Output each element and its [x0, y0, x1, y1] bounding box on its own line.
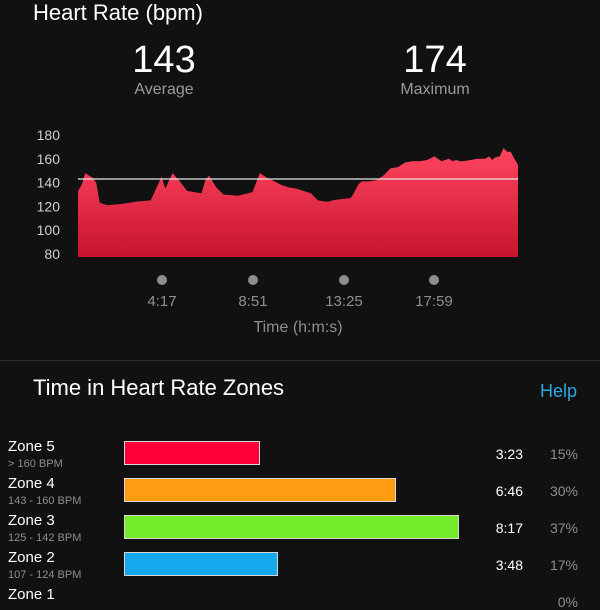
zone-percent: 17% — [549, 557, 578, 573]
zone-name: Zone 2 — [8, 549, 55, 566]
y-tick-label: 180 — [37, 127, 61, 143]
zone-bar — [124, 552, 278, 576]
x-tick-dot — [429, 275, 439, 285]
zone-percent: 37% — [549, 520, 578, 536]
heart-rate-chart: 180 160 140 120 100 80 4:17 8:51 13:25 17:59 Tim… — [37, 127, 518, 336]
zone-percent: 0% — [557, 594, 578, 610]
y-tick-label: 80 — [44, 246, 60, 262]
heart-rate-area — [78, 148, 518, 257]
zone-percent: 15% — [549, 446, 578, 462]
zones-title: Time in Heart Rate Zones — [33, 375, 285, 400]
x-tick-dot — [248, 275, 258, 285]
zone-percent: 30% — [549, 483, 578, 499]
x-tick-dot — [339, 275, 349, 285]
zone-range: 107 - 124 BPM — [8, 569, 82, 581]
zone-bar — [124, 478, 396, 502]
heart-rate-title: Heart Rate (bpm) — [33, 0, 203, 25]
x-tick-label: 8:51 — [238, 293, 267, 310]
zone-time: 3:23 — [495, 446, 523, 462]
zone-bar — [124, 515, 459, 539]
x-tick-label: 17:59 — [415, 293, 453, 310]
zone-name: Zone 4 — [8, 475, 55, 492]
zone-time: 6:46 — [495, 483, 523, 499]
y-tick-label: 140 — [37, 175, 61, 191]
average-value: 143 — [132, 39, 196, 81]
zone-name: Zone 1 — [8, 586, 55, 603]
x-tick-label: 4:17 — [147, 293, 176, 310]
zone-time: 3:48 — [495, 557, 523, 573]
average-label: Average — [134, 81, 194, 98]
zone-time: 8:17 — [495, 520, 523, 536]
zone-name: Zone 3 — [8, 512, 55, 529]
zone-range: 143 - 160 BPM — [8, 495, 82, 507]
zone-bar — [124, 441, 260, 465]
maximum-label: Maximum — [400, 81, 470, 98]
help-link[interactable]: Help — [540, 381, 578, 401]
y-tick-label: 100 — [37, 222, 61, 238]
x-tick-label: 13:25 — [325, 293, 363, 310]
maximum-value: 174 — [403, 39, 467, 81]
zone-range: 125 - 142 BPM — [8, 532, 82, 544]
y-tick-label: 160 — [37, 151, 61, 167]
y-tick-label: 120 — [37, 198, 61, 214]
section-divider — [0, 360, 600, 361]
zone-range: > 160 BPM — [8, 458, 63, 470]
x-tick-dot — [157, 275, 167, 285]
zone-name: Zone 5 — [8, 438, 55, 455]
x-axis-title: Time (h:m:s) — [253, 319, 342, 336]
